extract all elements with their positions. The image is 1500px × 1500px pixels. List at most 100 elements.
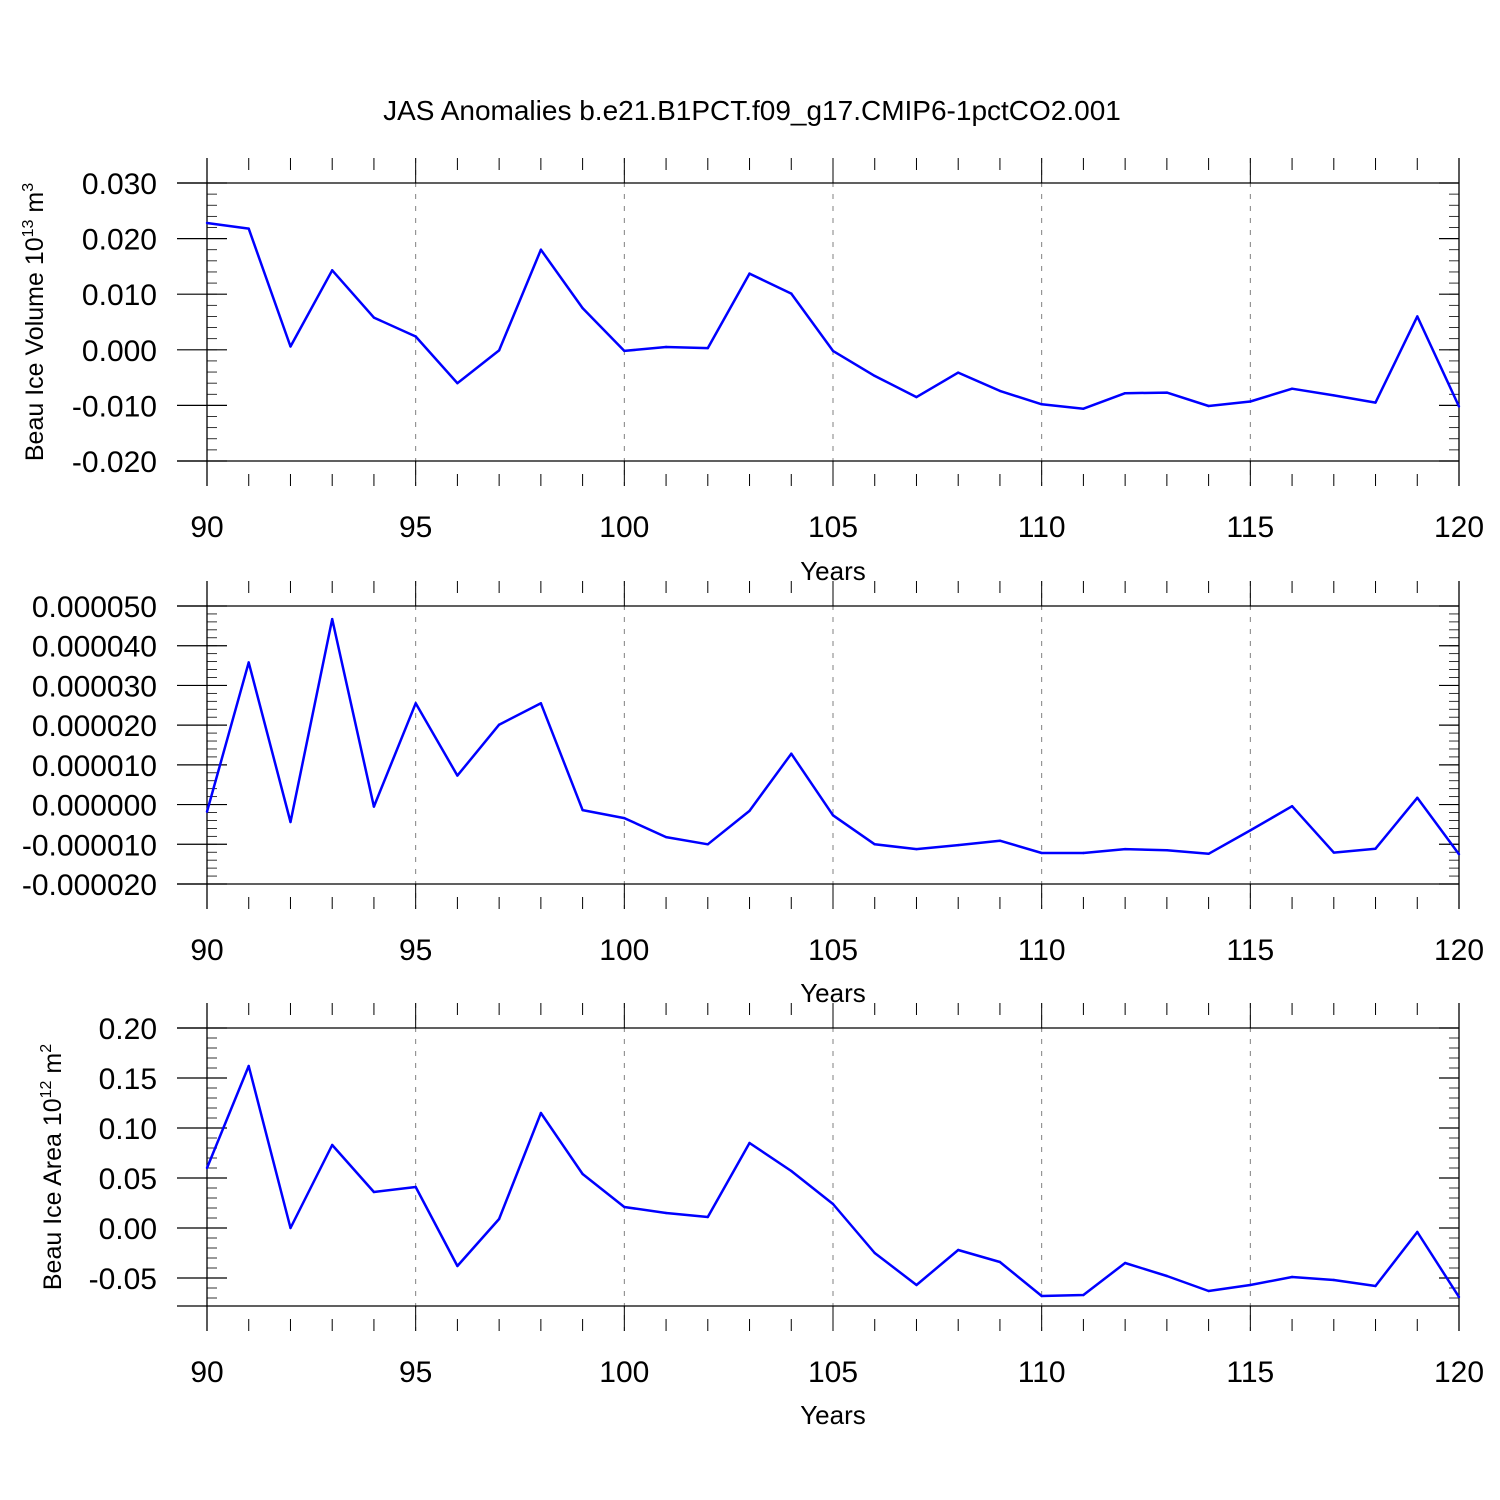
data-point — [1249, 400, 1252, 403]
data-point — [205, 221, 209, 225]
data-point — [664, 345, 668, 349]
y-tick-label: -0.020 — [72, 446, 157, 479]
data-point — [1207, 1289, 1210, 1293]
x-tick-label: 95 — [399, 934, 432, 967]
x-tick-label: 105 — [808, 934, 858, 967]
data-point — [1374, 1284, 1377, 1288]
data-point — [539, 1111, 543, 1115]
data-point — [1332, 394, 1336, 397]
y-tick-label: 0.05 — [99, 1163, 157, 1196]
data-point — [748, 809, 751, 813]
y-tick-label: -0.010 — [72, 390, 157, 423]
data-point — [1457, 405, 1461, 408]
y-tick-label: 0.000010 — [32, 750, 157, 783]
data-point — [1165, 1274, 1169, 1278]
y-axis-label: Beau Ice Volume 1013 m3 — [20, 183, 49, 461]
data-point — [915, 1283, 918, 1287]
data-point — [414, 1185, 417, 1189]
x-axis-label: Years — [800, 1400, 866, 1430]
x-tick-label: 120 — [1434, 1356, 1484, 1389]
data-point — [1082, 851, 1085, 855]
x-tick-label: 120 — [1434, 934, 1484, 967]
data-point — [664, 1211, 668, 1215]
data-point — [1249, 829, 1252, 832]
x-tick-label: 90 — [190, 934, 223, 967]
data-point — [1290, 1275, 1294, 1279]
y-tick-label: -0.05 — [89, 1263, 157, 1296]
data-point — [1207, 852, 1210, 855]
data-point — [873, 1251, 876, 1255]
panels: -0.020 -0.010 0.000 0.010 0.020 0.030 90 95 100 1… — [20, 158, 1484, 1430]
x-tick-label: 110 — [1018, 1356, 1066, 1389]
y-tick-label: 0.15 — [99, 1063, 157, 1096]
data-point — [1416, 1230, 1419, 1234]
data-point — [1416, 796, 1419, 799]
x-tick-label: 105 — [808, 511, 858, 544]
y-tick-label: 0.20 — [99, 1013, 157, 1046]
data-point — [456, 1264, 459, 1268]
data-point — [873, 374, 876, 378]
data-point — [331, 1143, 334, 1147]
panel-1: -0.020 -0.010 0.000 0.010 0.020 0.030 90 95 100 1… — [20, 158, 1484, 586]
data-point — [247, 1064, 250, 1068]
x-tick-label: 100 — [599, 511, 649, 544]
y-axis-label: Beau Ice Area 1012 m2 — [38, 1044, 67, 1290]
data-point — [1332, 1278, 1336, 1282]
data-point — [497, 349, 501, 352]
data-point — [790, 752, 793, 755]
data-point — [1040, 1294, 1043, 1298]
y-tick-label: -0.000020 — [22, 869, 157, 902]
data-point — [289, 820, 292, 824]
data-point — [247, 661, 250, 664]
panel-2: -0.000020 -0.000010 0.000000 0.000010 0.0000… — [22, 581, 1484, 1008]
data-point — [289, 345, 292, 348]
data-point — [1123, 1261, 1127, 1265]
data-point — [1290, 805, 1294, 808]
data-point — [1123, 392, 1127, 395]
data-point — [456, 774, 459, 777]
data-point — [831, 814, 835, 817]
data-point — [456, 382, 459, 385]
data-point — [790, 1169, 793, 1173]
x-tick-label: 100 — [599, 934, 649, 967]
y-tick-label: 0.000050 — [32, 591, 157, 624]
x-tick-label: 95 — [399, 1356, 432, 1389]
data-point — [915, 395, 918, 399]
data-point — [1249, 1283, 1252, 1287]
data-point — [998, 839, 1002, 842]
data-point — [414, 335, 417, 338]
y-tick-label: 0.00 — [99, 1213, 157, 1246]
y-tick-label: 0.000000 — [32, 790, 157, 823]
data-point — [247, 227, 250, 230]
data-point — [623, 1205, 626, 1209]
data-point — [1332, 851, 1336, 854]
x-tick-label: 95 — [399, 511, 432, 544]
data-point — [1416, 315, 1419, 318]
data-point — [581, 1172, 584, 1176]
data-point — [1123, 847, 1127, 851]
data-point — [1457, 853, 1461, 856]
data-point — [1040, 851, 1043, 855]
data-point — [748, 1141, 751, 1145]
data-point — [205, 810, 209, 813]
data-point — [957, 843, 960, 847]
data-point — [873, 843, 876, 846]
y-tick-label: 0.000030 — [32, 670, 157, 703]
y-tick-label: -0.000010 — [22, 829, 157, 862]
chart-title: JAS Anomalies b.e21.B1PCT.f09_g17.CMIP6-… — [383, 95, 1121, 126]
data-point — [497, 723, 501, 726]
data-point — [1290, 387, 1294, 390]
x-tick-label: 90 — [190, 511, 223, 544]
data-point — [706, 843, 709, 846]
x-tick-label: 110 — [1018, 511, 1066, 544]
x-tick-label: 115 — [1226, 1356, 1274, 1389]
data-point — [1082, 1293, 1085, 1297]
data-point — [1040, 403, 1043, 406]
data-point — [1457, 1295, 1461, 1299]
data-point — [1082, 407, 1085, 410]
data-point — [706, 1215, 709, 1219]
data-point — [831, 349, 835, 353]
data-point — [289, 1226, 292, 1230]
data-point — [331, 269, 334, 272]
